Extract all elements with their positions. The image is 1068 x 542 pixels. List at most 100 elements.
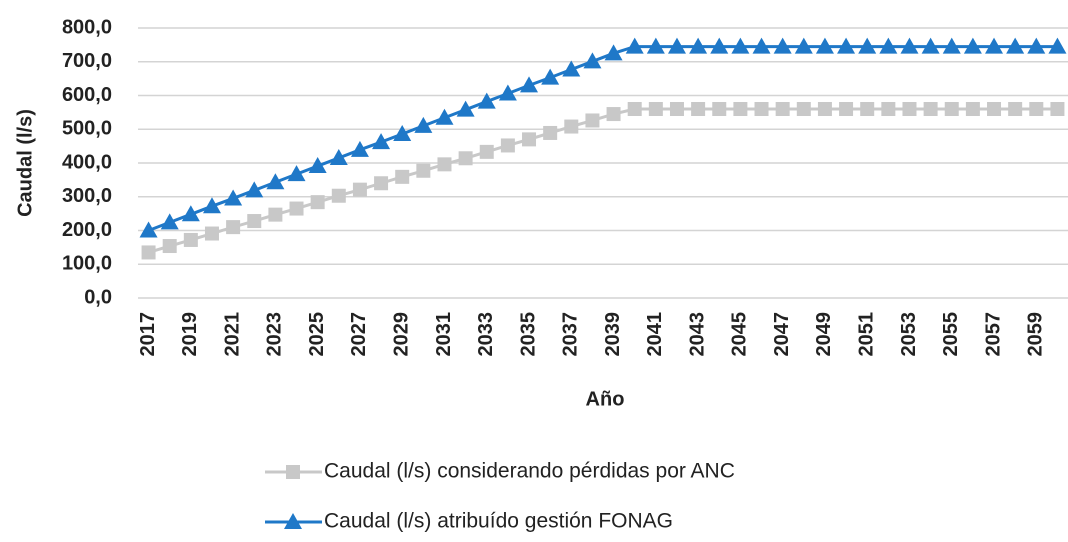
marker [627, 102, 642, 116]
y-tick-label: 300,0 [62, 185, 112, 207]
marker [286, 465, 300, 479]
marker [479, 144, 494, 159]
marker [308, 157, 327, 174]
marker [585, 113, 600, 128]
marker [393, 124, 412, 141]
marker [268, 207, 283, 222]
x-tick-label: 2059 [1025, 312, 1047, 357]
marker [160, 213, 179, 230]
x-tick-label: 2053 [898, 312, 920, 357]
marker [245, 181, 264, 198]
marker [435, 108, 454, 125]
marker [458, 151, 473, 166]
marker [395, 169, 410, 184]
marker [520, 76, 539, 93]
marker [604, 44, 623, 61]
y-tick-label: 600,0 [62, 84, 112, 106]
marker [1029, 102, 1044, 116]
x-tick-label: 2045 [729, 312, 751, 357]
y-tick-label: 800,0 [62, 16, 112, 38]
x-tick-label: 2035 [517, 312, 539, 357]
marker [965, 102, 980, 116]
marker [162, 239, 177, 254]
x-tick-label: 2029 [390, 312, 412, 357]
marker [329, 148, 348, 165]
marker [477, 92, 496, 109]
marker [923, 102, 938, 116]
x-tick-label: 2043 [686, 312, 708, 357]
x-tick-label: 2057 [982, 312, 1004, 357]
marker [963, 37, 982, 54]
marker [625, 37, 644, 54]
marker [374, 176, 389, 191]
y-tick-label: 0,0 [84, 286, 112, 308]
marker [456, 100, 475, 117]
x-tick-label: 2021 [221, 312, 243, 357]
y-axis-label: Caudal (l/s) [14, 109, 36, 217]
marker [773, 37, 792, 54]
x-tick-label: 2017 [137, 312, 159, 357]
marker [775, 102, 790, 116]
marker [372, 133, 391, 150]
marker [522, 132, 537, 147]
legend: Caudal (l/s) considerando pérdidas por A… [265, 460, 735, 533]
x-axis-label: Año [586, 388, 625, 410]
marker [667, 37, 686, 54]
marker [646, 37, 665, 54]
x-tick-label: 2033 [475, 312, 497, 357]
x-tick-label: 2055 [940, 312, 962, 357]
x-tick-label: 2049 [813, 312, 835, 357]
y-tick-label: 400,0 [62, 151, 112, 173]
x-tick-label: 2023 [264, 312, 286, 357]
marker [881, 102, 896, 116]
series-line [148, 45, 1058, 232]
marker [289, 201, 304, 216]
marker [712, 102, 727, 116]
x-tick-label: 2019 [179, 312, 201, 357]
marker [710, 37, 729, 54]
legend-label: Caudal (l/s) considerando pérdidas por A… [324, 460, 735, 483]
marker [284, 513, 302, 529]
x-tick-label: 2037 [560, 312, 582, 357]
marker [987, 102, 1002, 116]
marker [944, 102, 959, 116]
marker [543, 125, 558, 140]
marker [1027, 37, 1046, 54]
marker [902, 102, 917, 116]
marker [754, 102, 769, 116]
marker [1008, 102, 1023, 116]
marker [541, 68, 560, 85]
marker [202, 197, 221, 214]
marker [815, 37, 834, 54]
x-tick-label: 2047 [771, 312, 793, 357]
marker [352, 182, 367, 197]
marker [266, 173, 285, 190]
marker [181, 205, 200, 222]
marker [796, 102, 811, 116]
marker [837, 37, 856, 54]
x-tick-label: 2027 [348, 312, 370, 357]
marker [139, 221, 158, 238]
marker [183, 232, 198, 247]
marker [689, 37, 708, 54]
marker [900, 37, 919, 54]
marker [500, 138, 515, 153]
legend-label: Caudal (l/s) atribuído gestión FONAG [324, 510, 673, 533]
marker [817, 102, 832, 116]
marker [606, 107, 621, 122]
marker [564, 119, 579, 134]
marker [1050, 102, 1065, 116]
marker [1048, 37, 1067, 54]
marker [204, 226, 219, 241]
marker [858, 37, 877, 54]
marker [224, 189, 243, 206]
marker [247, 214, 262, 229]
marker [331, 188, 346, 203]
x-tick-label: 2025 [306, 312, 328, 357]
marker [648, 102, 663, 116]
marker [1006, 37, 1025, 54]
marker [416, 163, 431, 178]
marker [141, 245, 156, 260]
marker [942, 37, 961, 54]
